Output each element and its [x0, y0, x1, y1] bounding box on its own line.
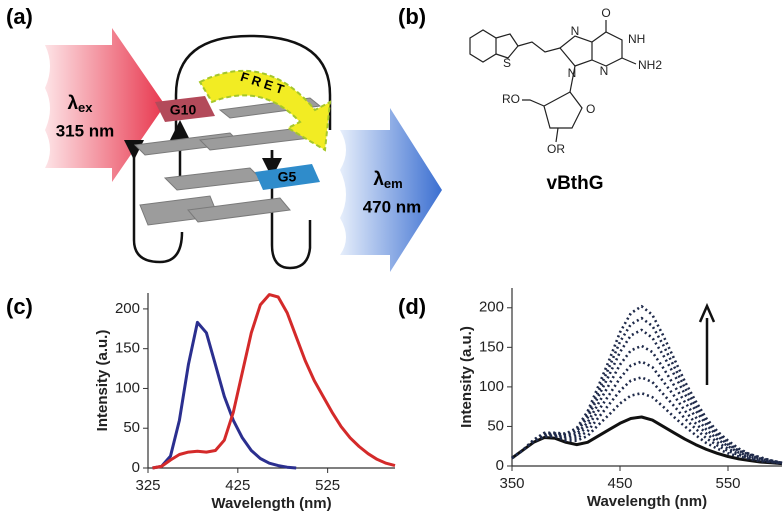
atom: NH2 — [638, 58, 662, 72]
g10-base — [155, 96, 215, 122]
symbol: λ — [67, 93, 78, 114]
atom: O — [601, 6, 610, 20]
atom: OR — [547, 142, 565, 156]
atom: N — [568, 66, 577, 80]
subscript: ex — [78, 100, 93, 115]
strand — [174, 34, 332, 150]
panel-label: (a) — [6, 4, 33, 29]
series-line — [152, 320, 297, 470]
series-line — [152, 293, 396, 470]
x-tick-label: 450 — [607, 475, 632, 492]
series-line — [511, 415, 783, 466]
fret-diagram: λex 315 nm G10 G5 F R E T λem 470 nm — [45, 28, 442, 272]
excitation-label: λex — [67, 93, 93, 115]
node-label: G5 — [278, 169, 297, 185]
subscript: em — [384, 176, 403, 191]
x-axis-label: Wavelength (nm) — [587, 493, 707, 510]
emission-arrow — [340, 108, 442, 272]
y-tick-label: 0 — [496, 457, 504, 474]
y-tick-label: 200 — [115, 300, 140, 317]
atom: NH — [628, 32, 645, 46]
excitation-value: 315 nm — [56, 121, 115, 140]
atom: S — [503, 56, 511, 70]
panel-label: (c) — [6, 294, 33, 319]
x-tick-label: 350 — [499, 475, 524, 492]
series-line — [511, 316, 783, 465]
x-tick-label: 425 — [225, 477, 250, 494]
molecule-name: vBthG — [547, 173, 604, 194]
fret-arrow — [198, 69, 332, 152]
symbol: λ — [373, 169, 384, 190]
excitation-arrow — [45, 28, 165, 182]
y-tick-label: 150 — [479, 338, 504, 355]
y-axis-label: Intensity (a.u.) — [458, 326, 475, 428]
series-line — [511, 344, 783, 465]
atom: RO — [502, 92, 520, 106]
node-label: G10 — [170, 102, 197, 118]
y-tick-label: 100 — [479, 378, 504, 395]
x-tick-label: 525 — [315, 477, 340, 494]
x-tick-label: 325 — [135, 477, 160, 494]
emission-value: 470 nm — [363, 197, 422, 216]
y-tick-label: 100 — [115, 379, 140, 396]
series-line — [511, 391, 783, 465]
emission-label: λem — [373, 169, 402, 191]
panel-label: (b) — [398, 4, 426, 29]
y-tick-label: 0 — [132, 459, 140, 476]
y-tick-label: 150 — [115, 340, 140, 357]
series-line — [511, 360, 783, 465]
atom: O — [586, 102, 595, 116]
panel-label: (d) — [398, 294, 426, 319]
y-tick-label: 200 — [479, 299, 504, 316]
strand — [270, 150, 312, 270]
x-tick-label: 550 — [715, 475, 740, 492]
strand — [124, 140, 184, 264]
g5-base — [255, 164, 320, 190]
y-axis-label: Intensity (a.u.) — [94, 330, 111, 432]
atom: N — [600, 64, 609, 78]
atom: N — [571, 24, 580, 38]
increase-arrow — [698, 302, 716, 323]
y-tick-label: 50 — [487, 417, 504, 434]
y-tick-label: 50 — [123, 419, 140, 436]
x-axis-label: Wavelength (nm) — [211, 495, 331, 512]
structure — [469, 20, 637, 143]
